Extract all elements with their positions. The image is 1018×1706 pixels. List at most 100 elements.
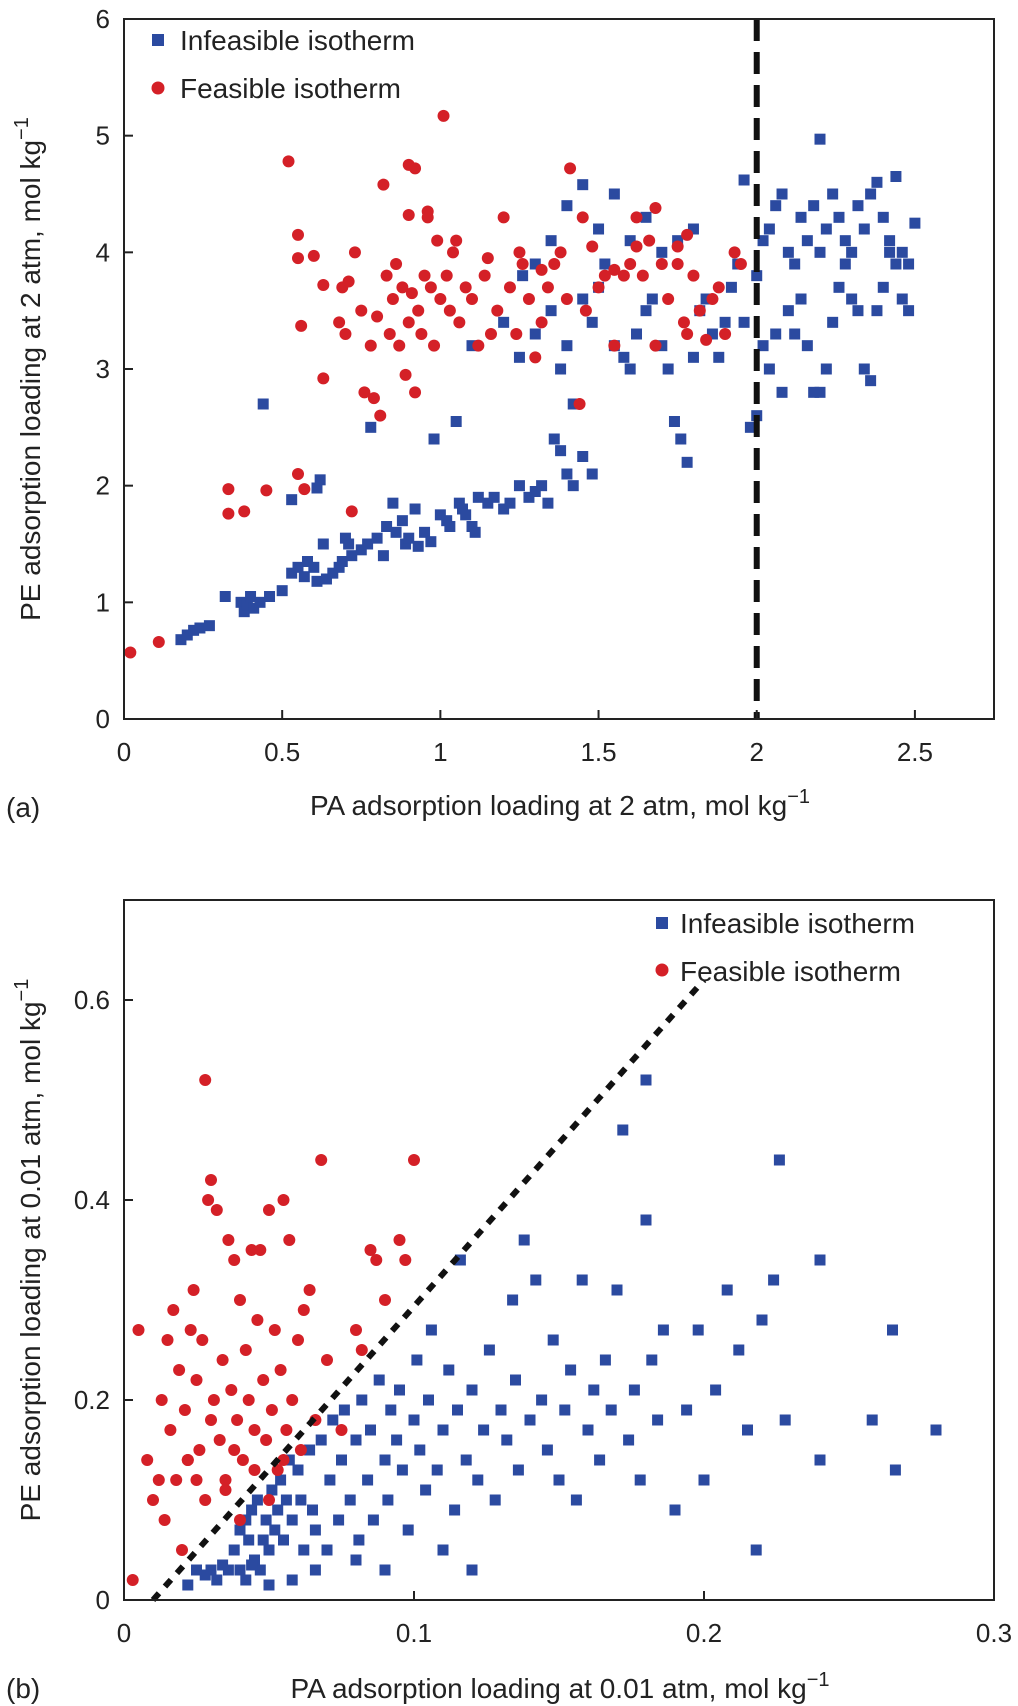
infeasible-point — [286, 567, 298, 579]
infeasible-point — [309, 1564, 321, 1576]
feasible-point — [277, 1194, 290, 1206]
infeasible-point — [577, 451, 589, 462]
infeasible-point — [307, 1504, 318, 1516]
feasible-point — [295, 319, 308, 332]
feasible-point — [447, 246, 460, 259]
panel-b-label: (b) — [6, 1673, 40, 1704]
feasible-point — [386, 293, 399, 305]
infeasible-point — [652, 1414, 664, 1426]
infeasible-point — [742, 1424, 753, 1436]
panel-a-label: (a) — [6, 792, 40, 823]
infeasible-point — [453, 497, 465, 509]
feasible-point — [152, 1474, 165, 1486]
infeasible-point — [371, 532, 383, 544]
infeasible-point — [423, 1394, 434, 1406]
panel-b-plot-frame — [123, 899, 995, 1601]
infeasible-point — [298, 1544, 310, 1556]
feasible-point — [409, 162, 422, 175]
feasible-point — [242, 1394, 255, 1406]
infeasible-point — [782, 305, 794, 317]
infeasible-point — [234, 1524, 246, 1536]
x-tick-label: 2.5 — [897, 737, 933, 767]
infeasible-point — [814, 386, 826, 398]
feasible-point — [248, 1424, 261, 1436]
threshold-line — [150, 978, 707, 1602]
infeasible-point — [687, 223, 699, 235]
feasible-point — [706, 293, 719, 305]
feasible-point — [303, 1284, 316, 1296]
feasible-point — [510, 328, 523, 340]
infeasible-point — [808, 200, 820, 212]
y-tick-label: 0 — [96, 704, 110, 734]
infeasible-point — [756, 1314, 768, 1326]
feasible-point — [428, 339, 441, 352]
infeasible-point — [355, 544, 367, 556]
infeasible-point — [260, 1514, 272, 1526]
infeasible-point — [586, 316, 598, 328]
infeasible-point — [414, 1444, 426, 1456]
feasible-point — [402, 316, 415, 329]
feasible-point — [219, 1484, 232, 1496]
infeasible-point — [530, 1274, 542, 1286]
feasible-point — [573, 398, 586, 410]
infeasible-point — [599, 258, 611, 270]
infeasible-point — [254, 1564, 266, 1576]
infeasible-point — [719, 316, 731, 328]
infeasible-point — [681, 1404, 693, 1416]
infeasible-point — [582, 1424, 594, 1436]
panel-b-legend: Infeasible isotherm Feasible isotherm — [655, 908, 915, 987]
infeasible-point — [782, 246, 794, 258]
feasible-point — [317, 372, 330, 385]
feasible-point — [210, 1204, 223, 1216]
feasible-point — [339, 328, 352, 340]
feasible-point — [617, 269, 630, 282]
feasible-point — [608, 339, 621, 352]
infeasible-point — [776, 386, 788, 398]
infeasible-point — [852, 305, 864, 317]
panel-b-x-axis-title: PA adsorption loading at 0.01 atm, mol k… — [290, 1669, 829, 1704]
feasible-point — [450, 234, 463, 247]
infeasible-point — [833, 211, 845, 223]
infeasible-point — [466, 1564, 478, 1576]
infeasible-point — [175, 634, 187, 646]
feasible-point — [294, 1444, 307, 1456]
feasible-point — [147, 1494, 159, 1506]
feasible-point — [541, 281, 554, 294]
infeasible-point — [757, 235, 769, 247]
infeasible-point — [488, 491, 500, 503]
infeasible-point — [517, 270, 529, 282]
feasible-point — [478, 269, 491, 282]
infeasible-point — [858, 223, 870, 235]
infeasible-point — [350, 1434, 362, 1446]
infeasible-point — [827, 316, 839, 328]
feasible-point — [491, 304, 504, 317]
infeasible-point — [542, 497, 554, 509]
panel-a-legend: Infeasible isotherm Feasible isotherm — [151, 25, 415, 104]
feasible-point — [364, 339, 377, 352]
infeasible-point — [245, 591, 257, 602]
infeasible-point — [311, 575, 323, 587]
feasible-point — [576, 211, 589, 224]
infeasible-point — [561, 340, 573, 352]
infeasible-point — [280, 1494, 292, 1506]
infeasible-point — [757, 340, 769, 352]
feasible-point — [358, 386, 371, 399]
infeasible-point — [324, 1474, 336, 1486]
infeasible-point — [472, 1474, 484, 1486]
infeasible-point — [482, 497, 494, 509]
infeasible-point — [425, 536, 437, 548]
infeasible-point — [356, 1394, 368, 1406]
infeasible-point — [385, 1404, 397, 1416]
infeasible-point — [640, 1214, 652, 1226]
legend-feasible-marker — [151, 81, 165, 95]
legend-infeasible-marker — [152, 34, 164, 46]
feasible-point — [265, 1404, 278, 1416]
infeasible-point — [889, 1464, 901, 1476]
panel-a-x-axis-title: PA adsorption loading at 2 atm, mol kg−1 — [310, 786, 810, 821]
infeasible-point — [545, 235, 557, 247]
infeasible-point — [763, 223, 775, 235]
infeasible-point — [276, 585, 288, 597]
infeasible-point — [706, 328, 718, 340]
feasible-point — [164, 1424, 177, 1436]
infeasible-point — [444, 521, 456, 532]
